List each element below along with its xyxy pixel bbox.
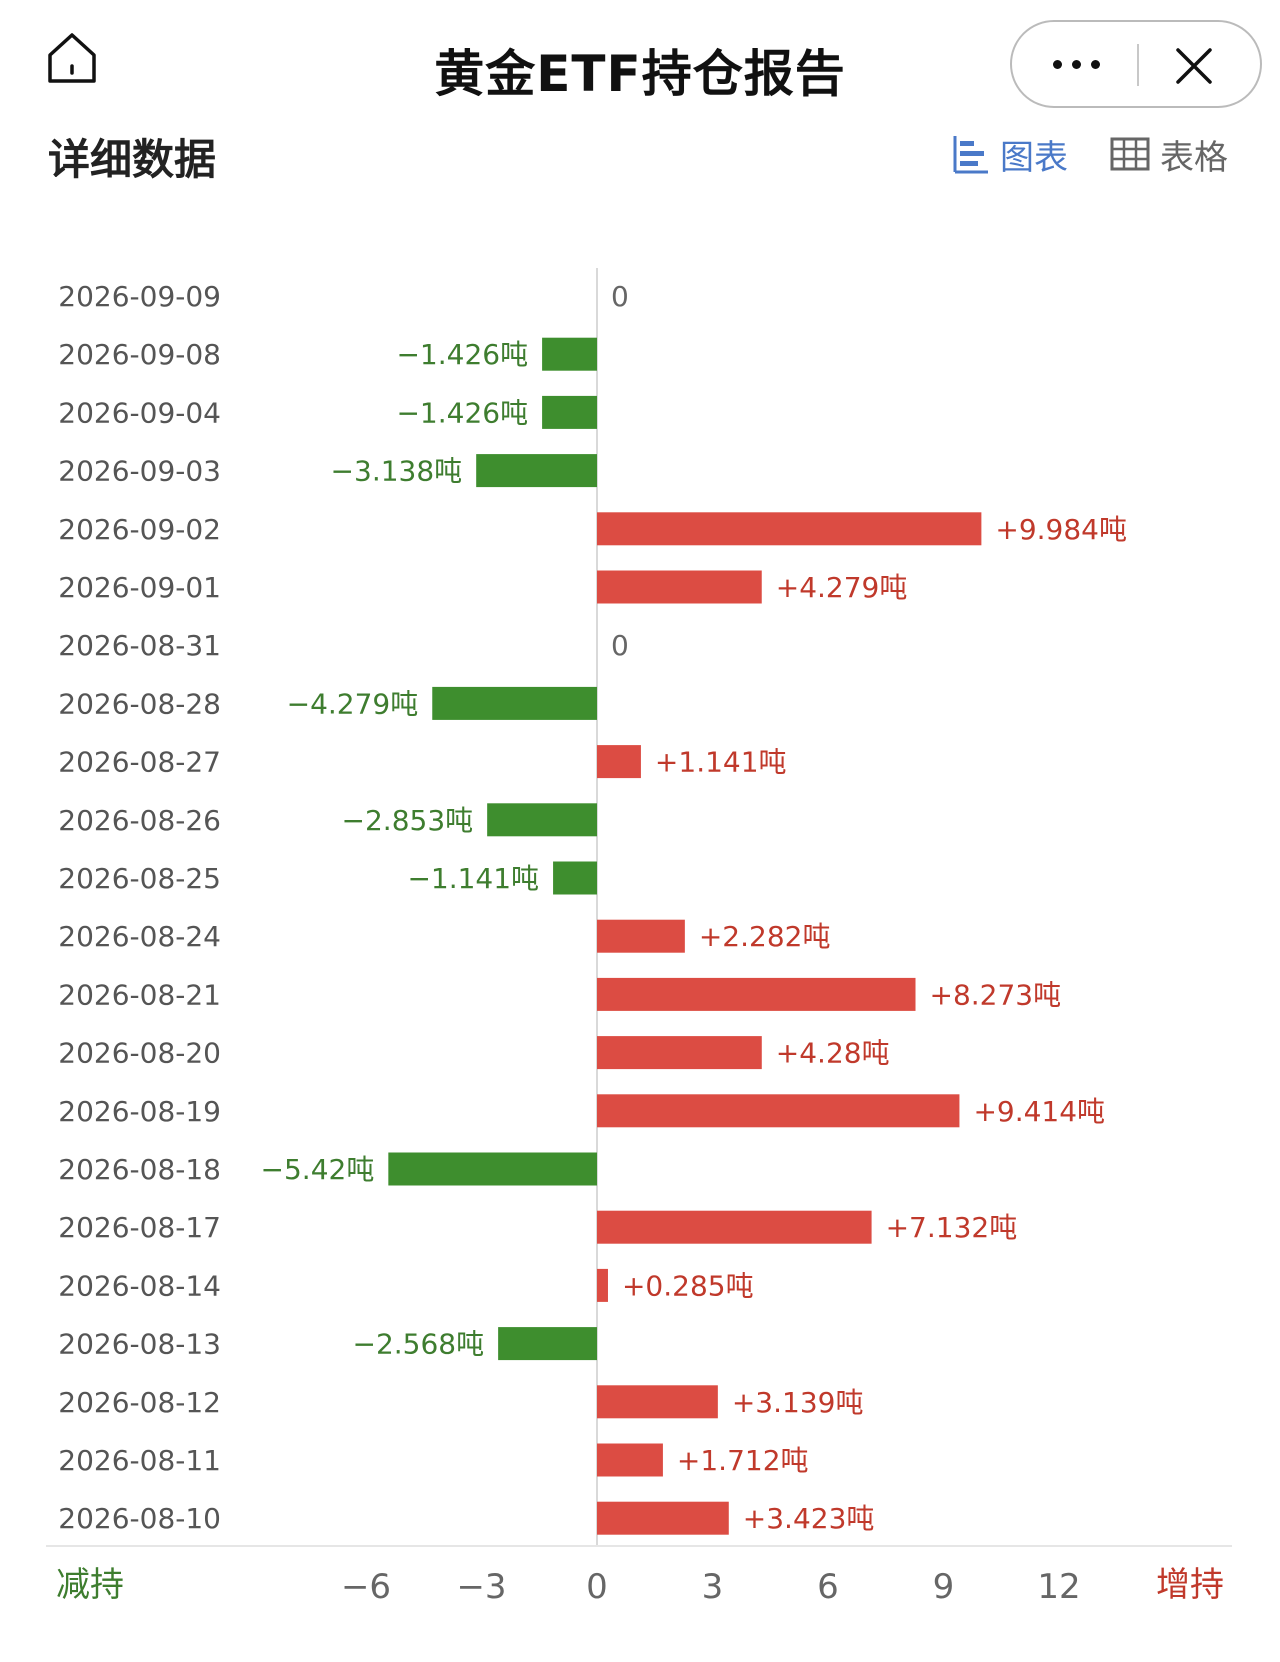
close-icon[interactable] [1162, 34, 1226, 98]
date-label: 2026-08-18 [58, 1153, 221, 1186]
date-label: 2026-08-20 [58, 1037, 221, 1070]
bar-negative [553, 861, 597, 895]
value-label: −1.426吨 [396, 396, 528, 429]
bar-positive [597, 1036, 762, 1070]
bar-chart-icon [953, 136, 988, 174]
x-tick-label: −6 [341, 1567, 391, 1607]
value-label: +1.712吨 [677, 1444, 809, 1477]
value-label: −4.279吨 [287, 687, 419, 720]
bar-positive [597, 1094, 960, 1128]
x-tick-label: 12 [1037, 1567, 1080, 1607]
bar-negative [432, 686, 597, 720]
table-view-toggle[interactable]: 表格 [1110, 130, 1228, 178]
capsule-divider [1137, 44, 1139, 86]
bar-positive [597, 977, 916, 1011]
table-view-label: 表格 [1160, 137, 1228, 178]
bar-positive [597, 512, 982, 546]
bar-positive [597, 1385, 718, 1419]
x-tick-label: 0 [586, 1567, 608, 1607]
value-label: −3.138吨 [331, 455, 463, 488]
date-label: 2026-09-01 [58, 571, 221, 604]
page-title: 黄金ETF持仓报告 [434, 45, 846, 103]
date-label: 2026-08-11 [58, 1444, 221, 1477]
bar-positive [597, 570, 762, 604]
value-label: −1.141吨 [407, 862, 539, 895]
increase-label: 增持 [1156, 1565, 1224, 1605]
bar-negative [487, 803, 597, 837]
value-label: +3.139吨 [732, 1386, 864, 1419]
bar-negative [388, 1152, 597, 1186]
date-label: 2026-08-19 [58, 1095, 221, 1128]
table-grid-icon [1110, 137, 1150, 171]
bar-negative [542, 395, 597, 429]
value-label: −1.426吨 [396, 338, 528, 371]
value-label: +2.282吨 [699, 920, 831, 953]
bar-negative [476, 454, 597, 488]
x-tick-label: 9 [933, 1567, 955, 1607]
value-label: +0.285吨 [622, 1269, 754, 1302]
value-label: 0 [611, 629, 629, 662]
holdings-change-bar-chart: 2026-09-09 0 2026-09-08 −1.426吨 2026-09-04 −1… [46, 268, 1232, 1607]
date-label: 2026-08-28 [58, 687, 221, 720]
decrease-label: 减持 [56, 1565, 124, 1605]
x-tick-label: 6 [817, 1567, 839, 1607]
bar-negative [542, 337, 597, 371]
value-label: +9.414吨 [973, 1095, 1105, 1128]
value-label: −2.568吨 [353, 1328, 485, 1361]
date-label: 2026-08-21 [58, 978, 221, 1011]
chart-view-label: 图表 [1000, 137, 1068, 178]
mini-program-capsule [1010, 20, 1262, 108]
top-bar: 黄金ETF持仓报告 [0, 0, 1280, 130]
bar-positive [597, 1210, 872, 1244]
bar-positive [597, 1268, 608, 1302]
value-label: +4.28吨 [776, 1037, 890, 1070]
x-tick-label: −3 [456, 1567, 506, 1607]
value-label: +4.279吨 [776, 571, 908, 604]
value-label: +1.141吨 [655, 746, 787, 779]
value-label: +7.132吨 [886, 1211, 1018, 1244]
date-label: 2026-08-17 [58, 1211, 221, 1244]
value-label: +9.984吨 [995, 513, 1127, 546]
value-label: −2.853吨 [342, 804, 474, 837]
more-dots-icon[interactable] [1030, 32, 1122, 96]
home-icon[interactable] [44, 30, 100, 86]
date-label: 2026-08-13 [58, 1328, 221, 1361]
bar-positive [597, 1501, 729, 1535]
section-title: 详细数据 [48, 135, 217, 184]
date-label: 2026-09-08 [58, 338, 221, 371]
value-label: −5.42吨 [261, 1153, 375, 1186]
x-tick-label: 3 [702, 1567, 724, 1607]
date-label: 2026-08-24 [58, 920, 221, 953]
date-label: 2026-09-02 [58, 513, 221, 546]
date-label: 2026-08-14 [58, 1269, 221, 1302]
date-label: 2026-08-25 [58, 862, 221, 895]
date-label: 2026-09-04 [58, 396, 221, 429]
date-label: 2026-08-26 [58, 804, 221, 837]
date-label: 2026-09-03 [58, 455, 221, 488]
value-label: +8.273吨 [930, 978, 1062, 1011]
date-label: 2026-08-10 [58, 1502, 221, 1535]
bar-positive [597, 745, 641, 779]
date-label: 2026-08-31 [58, 629, 221, 662]
date-label: 2026-08-27 [58, 746, 221, 779]
date-label: 2026-08-12 [58, 1386, 221, 1419]
date-label: 2026-09-09 [58, 280, 221, 313]
value-label: 0 [611, 280, 629, 313]
bar-positive [597, 919, 685, 953]
chart-view-toggle[interactable]: 图表 [952, 130, 1068, 178]
bar-positive [597, 1443, 663, 1477]
value-label: +3.423吨 [743, 1502, 875, 1535]
bar-negative [498, 1327, 597, 1361]
